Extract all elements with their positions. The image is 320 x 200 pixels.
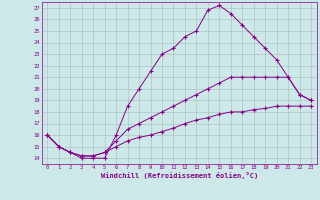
X-axis label: Windchill (Refroidissement éolien,°C): Windchill (Refroidissement éolien,°C) — [100, 172, 258, 179]
